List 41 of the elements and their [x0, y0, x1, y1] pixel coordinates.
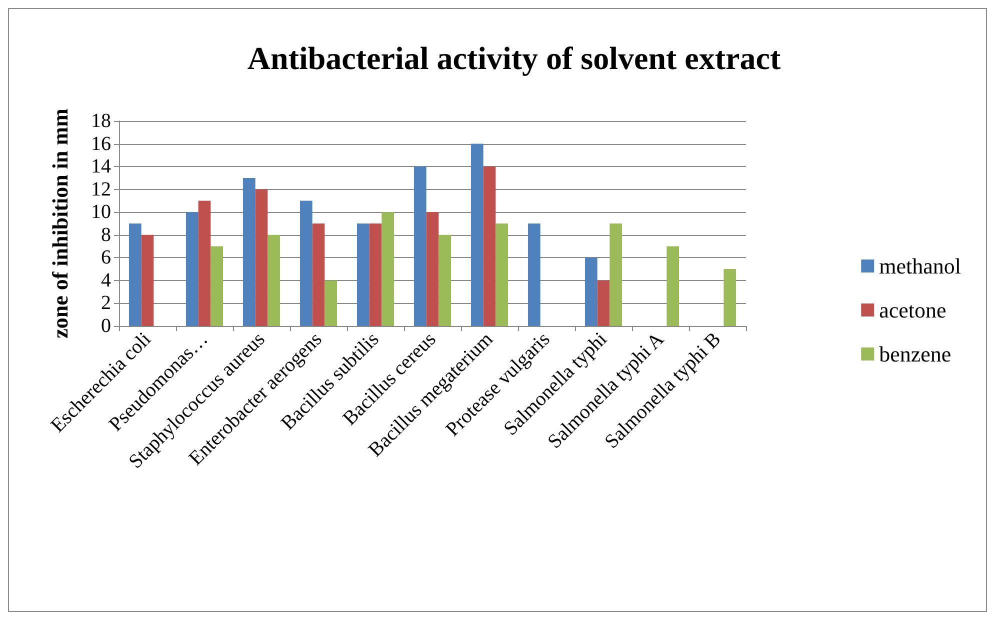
- bar: [128, 224, 142, 326]
- legend-label: benzene: [879, 342, 952, 366]
- bar: [414, 166, 426, 326]
- bar: [242, 178, 256, 326]
- bar: [356, 224, 370, 326]
- bar: [426, 212, 439, 326]
- bar: [597, 280, 610, 326]
- bar: [483, 166, 496, 326]
- bar: [324, 280, 338, 326]
- bar: [210, 246, 224, 326]
- y-tick-label: 16: [91, 132, 111, 155]
- bar: [528, 224, 540, 326]
- bar: [186, 212, 198, 326]
- bar: [496, 224, 508, 326]
- bar: [470, 144, 484, 326]
- bar: [141, 234, 154, 326]
- bar: [610, 224, 622, 326]
- y-tick-label: 8: [101, 224, 111, 246]
- bar: [438, 234, 452, 326]
- bar: [724, 269, 736, 326]
- y-axis-title: zone of inhibition in mm: [48, 108, 72, 338]
- bar: [369, 224, 382, 326]
- y-tick-label: 10: [91, 201, 111, 224]
- bar: [312, 224, 325, 326]
- bar: [666, 246, 680, 326]
- y-tick-label: 12: [91, 178, 111, 200]
- bar: [382, 212, 394, 326]
- y-tick-label: 14: [91, 156, 111, 178]
- y-tick-label: 2: [101, 292, 111, 314]
- legend-label: methanol: [879, 254, 962, 278]
- legend-label: acetone: [879, 298, 946, 322]
- bar: [584, 258, 598, 326]
- y-tick-label: 0: [101, 315, 111, 337]
- bar: [268, 234, 280, 326]
- bar: [255, 189, 268, 326]
- y-tick-label: 18: [91, 110, 111, 132]
- y-tick-label: 4: [101, 269, 111, 292]
- chart-title: Antibacterial activity of solvent extract: [247, 40, 781, 76]
- y-tick-label: 6: [101, 246, 111, 269]
- bar: [198, 200, 211, 326]
- bar: [300, 200, 312, 326]
